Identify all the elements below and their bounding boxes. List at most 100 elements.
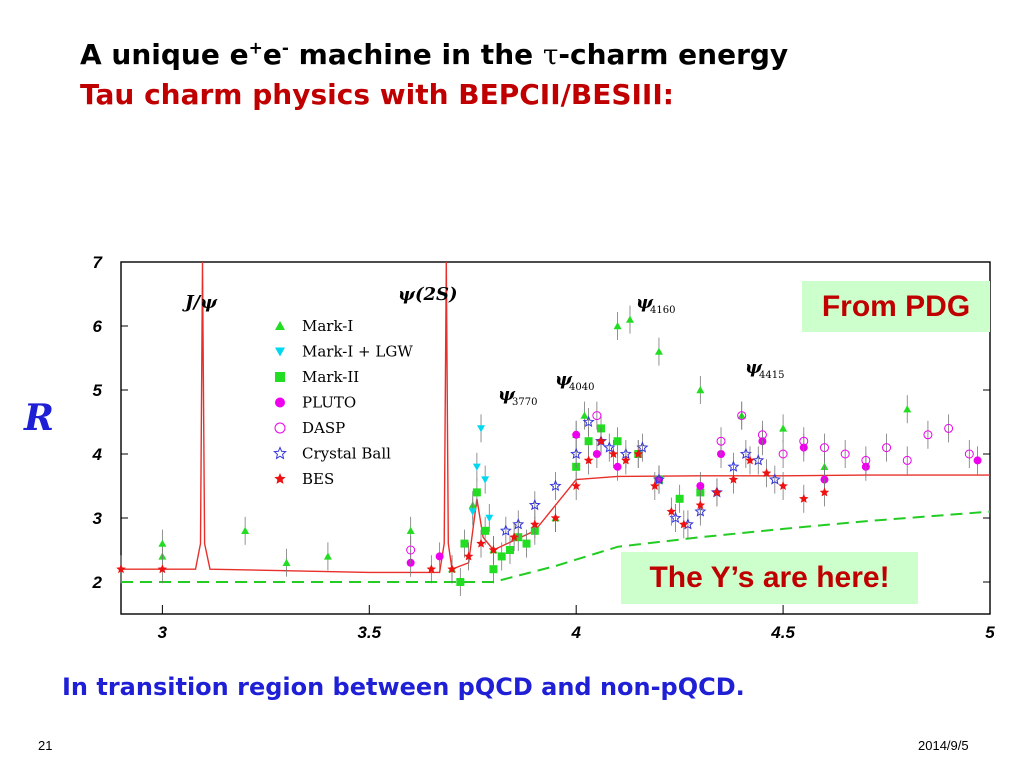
data-point — [497, 552, 506, 561]
resonance-subscript: 4415 — [759, 370, 784, 381]
data-point — [654, 347, 663, 355]
data-point — [882, 443, 892, 453]
data-point — [745, 455, 755, 465]
data-point — [472, 463, 481, 471]
y-tick-label: 4 — [92, 445, 103, 464]
data-point — [608, 449, 619, 458]
resonance-label: J/ψ — [182, 292, 218, 313]
legend-label: BES — [302, 470, 334, 488]
data-point — [739, 447, 752, 460]
data-point — [157, 564, 168, 574]
pQCD-curve — [121, 510, 991, 583]
data-point — [485, 514, 494, 522]
data-point — [528, 498, 541, 511]
slide-date: 2014/9/5 — [918, 738, 969, 753]
data-point — [512, 518, 525, 530]
data-point — [636, 441, 649, 453]
data-point — [675, 494, 684, 503]
data-point — [712, 487, 722, 497]
resonance-label: ψ — [745, 357, 763, 378]
x-tick-label: 4 — [570, 623, 581, 642]
resonance-label: ψ(2S) — [398, 284, 458, 305]
data-point — [481, 526, 490, 535]
data-point — [596, 436, 606, 446]
data-point — [522, 539, 531, 548]
data-point — [582, 415, 595, 428]
data-point — [778, 481, 788, 490]
data-point — [652, 473, 665, 485]
legend-label: Crystal Ball — [302, 445, 391, 463]
data-point — [477, 425, 486, 433]
x-tick-label: 4.5 — [770, 623, 795, 642]
data-point — [468, 508, 477, 516]
data-point — [509, 532, 519, 542]
data-point — [761, 468, 772, 478]
data-point — [549, 479, 562, 492]
data-point — [799, 436, 809, 446]
data-point — [489, 565, 498, 574]
y-tick-label: 6 — [93, 317, 103, 336]
data-point — [728, 474, 739, 484]
data-point — [679, 519, 689, 529]
data-point — [903, 405, 912, 413]
data-point — [819, 443, 829, 453]
data-point — [964, 449, 974, 459]
data-point — [861, 455, 871, 465]
data-point — [944, 423, 954, 433]
data-point — [592, 411, 602, 421]
legend-marker — [274, 473, 286, 484]
data-point — [768, 473, 781, 485]
data-point — [580, 411, 589, 419]
data-point — [116, 564, 126, 574]
from-pdg-badge: From PDG — [802, 281, 990, 332]
data-point — [472, 488, 481, 497]
data-point — [625, 315, 634, 323]
y-tick-label: 2 — [92, 573, 103, 592]
data-point — [696, 482, 705, 490]
data-point — [460, 539, 469, 548]
legend-marker — [275, 347, 285, 357]
data-point — [695, 500, 706, 510]
legend-label: Mark-II — [302, 368, 359, 386]
data-point — [592, 450, 601, 458]
data-point — [158, 539, 167, 547]
slide-title: A unique e+e- machine in the τ-charm ene… — [80, 38, 789, 71]
data-point — [488, 545, 499, 554]
data-point — [456, 578, 465, 586]
data-point — [241, 526, 250, 534]
x-tick-label: 5 — [985, 623, 995, 642]
resonance-label: ψ — [636, 292, 654, 313]
data-point — [426, 564, 437, 574]
data-point — [613, 437, 622, 446]
data-point — [799, 493, 809, 503]
tau-symbol: τ — [542, 38, 559, 71]
data-point — [613, 462, 622, 471]
data-point — [819, 487, 830, 497]
data-point — [282, 558, 291, 566]
data-point — [406, 526, 415, 534]
data-point — [779, 424, 788, 432]
legend-label: Mark-I — [302, 317, 353, 335]
data-point — [716, 436, 726, 446]
data-point — [737, 411, 747, 421]
data-point — [923, 430, 933, 440]
y-tick-label: 7 — [93, 253, 104, 272]
data-point — [584, 437, 593, 446]
data-point — [447, 564, 457, 574]
slide-caption: In transition region between pQCD and no… — [62, 673, 745, 701]
data-point — [499, 524, 512, 536]
resonance-label: ψ — [498, 384, 516, 405]
resonance-subscript: 4040 — [569, 382, 594, 393]
data-point — [902, 455, 912, 465]
legend-label: PLUTO — [302, 394, 356, 412]
x-tick-label: 3 — [158, 623, 168, 642]
legend-marker — [275, 397, 285, 408]
data-point — [666, 506, 677, 516]
data-point — [973, 456, 982, 465]
data-point — [669, 511, 682, 524]
data-point — [840, 449, 850, 459]
data-point — [778, 449, 788, 459]
slide-subtitle: Tau charm physics with BEPCII/BESIII: — [80, 78, 674, 111]
data-point — [752, 454, 765, 466]
data-point — [571, 481, 581, 490]
